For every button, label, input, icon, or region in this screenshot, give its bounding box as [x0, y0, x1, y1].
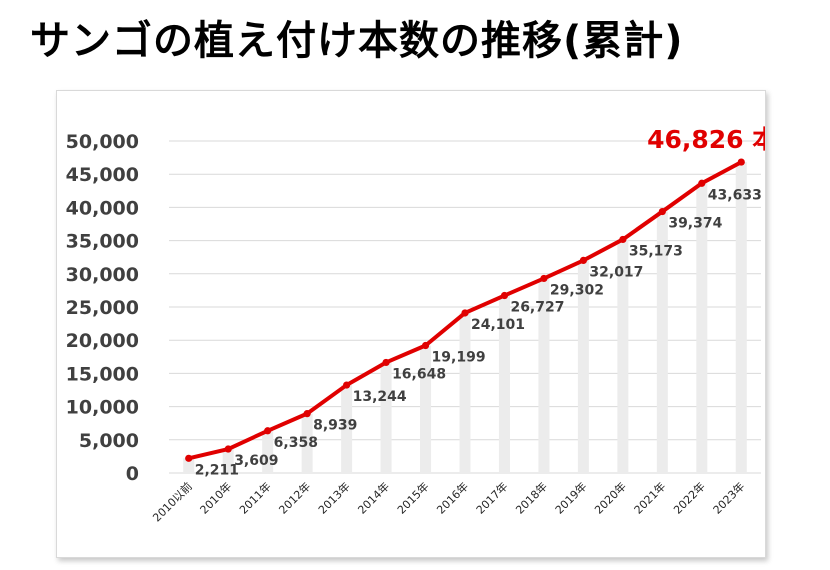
data-point: [579, 256, 588, 265]
bar: [262, 430, 274, 473]
x-tick-label: 2021年: [631, 479, 668, 516]
data-point: [500, 291, 509, 300]
y-tick-label: 5,000: [79, 430, 139, 452]
bar: [301, 413, 313, 473]
data-label: 43,633: [708, 187, 762, 203]
bar: [341, 385, 353, 473]
bar: [183, 458, 195, 473]
bar: [459, 312, 471, 473]
data-label: 24,101: [471, 317, 525, 333]
y-tick-label: 50,000: [66, 131, 139, 153]
x-tick-label: 2010年: [197, 479, 234, 516]
y-tick-label: 30,000: [66, 264, 139, 286]
data-label: 2,211: [195, 462, 239, 478]
y-tick-label: 0: [126, 463, 139, 485]
x-tick-label: 2015年: [394, 479, 431, 516]
bar: [617, 239, 629, 473]
bar: [498, 295, 510, 473]
y-tick-label: 45,000: [66, 164, 139, 186]
y-tick-label: 25,000: [66, 297, 139, 319]
bar: [656, 211, 668, 473]
x-tick-label: 2011年: [236, 479, 273, 516]
x-tick-label: 2017年: [473, 479, 510, 516]
data-point: [264, 427, 272, 435]
x-tick-label: 2018年: [513, 479, 550, 516]
data-label: 39,374: [668, 216, 722, 232]
y-tick-label: 35,000: [66, 231, 139, 253]
y-tick-label: 15,000: [66, 363, 139, 385]
data-label: 3,609: [234, 453, 278, 469]
data-point: [619, 235, 627, 244]
final-value-label: 46,826 本: [647, 125, 765, 154]
x-tick-label: 2022年: [670, 479, 707, 516]
bar: [735, 162, 747, 473]
data-label: 29,302: [550, 282, 604, 298]
data-point: [540, 274, 548, 283]
data-point: [421, 341, 430, 350]
data-label: 13,244: [353, 389, 407, 405]
x-tick-label: 2023年: [710, 479, 747, 516]
x-tick-label: 2010以前: [150, 479, 195, 524]
y-tick-label: 20,000: [66, 330, 139, 352]
data-label: 19,199: [432, 350, 486, 366]
data-label: 35,173: [629, 243, 683, 259]
y-tick-label: 40,000: [66, 197, 139, 219]
data-point: [224, 445, 232, 453]
data-point: [461, 309, 469, 317]
chart-area: 0 5,000 10,000 15,000 20,000 25,000 30,000 35,0…: [56, 90, 766, 558]
data-label: 6,358: [274, 435, 318, 451]
data-label: 26,727: [510, 300, 564, 316]
x-tick-label: 2014年: [355, 479, 392, 516]
bar: [696, 183, 708, 473]
data-point: [303, 410, 311, 418]
data-label: 16,648: [392, 366, 446, 382]
data-point: [737, 158, 745, 166]
x-tick-label: 2016年: [434, 479, 471, 516]
data-point: [698, 179, 706, 187]
bar: [222, 449, 234, 473]
bar: [380, 362, 392, 473]
data-point: [382, 358, 390, 367]
data-label: 32,017: [589, 264, 643, 280]
page-title: サンゴの植え付け本数の推移(累計): [30, 18, 684, 64]
line-chart: 0 5,000 10,000 15,000 20,000 25,000 30,000 35,0…: [66, 125, 765, 524]
x-tick-label: 2012年: [276, 479, 313, 516]
data-point: [658, 207, 666, 216]
data-point: [343, 381, 351, 389]
x-tick-label: 2013年: [315, 479, 352, 516]
data-point: [185, 454, 193, 462]
bar: [538, 278, 550, 473]
y-tick-label: 10,000: [66, 397, 139, 419]
bar: [577, 260, 589, 473]
data-label: 8,939: [313, 418, 357, 434]
x-tick-label: 2020年: [592, 479, 629, 516]
bar: [420, 345, 432, 473]
x-tick-label: 2019年: [552, 479, 589, 516]
